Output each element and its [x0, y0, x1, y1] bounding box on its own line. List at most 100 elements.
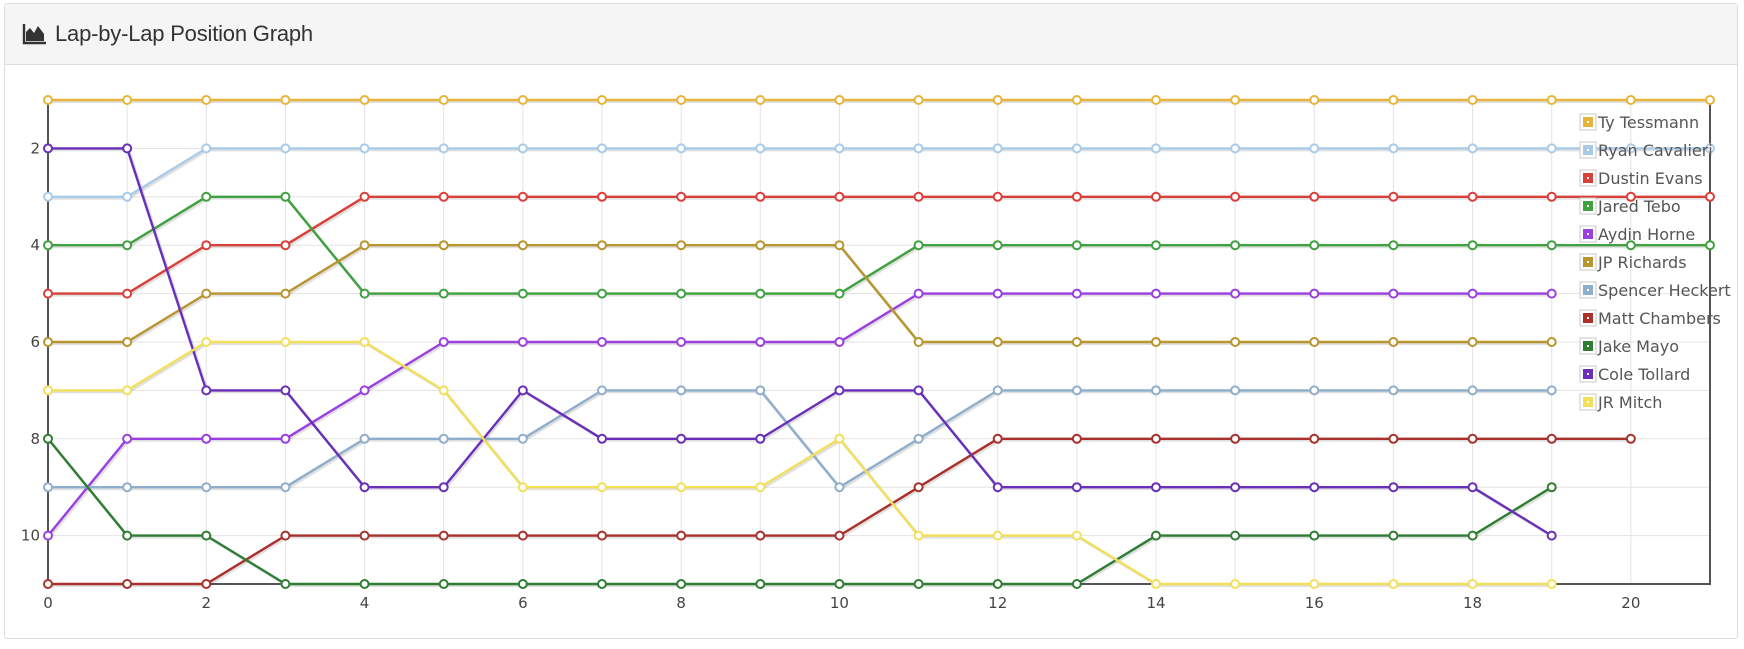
data-point [1546, 579, 1557, 589]
data-point [201, 385, 212, 396]
data-point [755, 433, 766, 444]
series-shadow [49, 196, 1712, 297]
data-point [1309, 337, 1320, 347]
data-point [359, 530, 370, 541]
data-point [597, 579, 607, 589]
data-point [597, 240, 607, 251]
data-point [1467, 191, 1478, 202]
data-point [1151, 143, 1161, 154]
series-shadow [49, 148, 1712, 200]
data-point [755, 530, 766, 541]
data-point [755, 337, 766, 347]
panel-title: Lap-by-Lap Position Graph [55, 21, 313, 46]
data-point [676, 385, 687, 396]
lap-position-panel: Lap-by-Lap Position Graph [4, 3, 1738, 639]
x-tick-label: 18 [1463, 594, 1482, 612]
data-point [1309, 385, 1320, 396]
legend-swatch-dot [1587, 261, 1589, 263]
data-point [1309, 191, 1320, 202]
data-point [438, 433, 449, 444]
data-point [122, 530, 133, 541]
data-point [122, 240, 133, 251]
legend-label: Matt Chambers [1598, 309, 1721, 328]
data-point [1625, 95, 1636, 105]
data-point [676, 143, 687, 154]
legend-label: Cole Tollard [1598, 365, 1690, 384]
data-point [43, 482, 53, 493]
data-point [43, 240, 53, 251]
data-point [517, 579, 528, 589]
legend-label: JP Richards [1597, 253, 1687, 272]
data-point [1546, 95, 1557, 105]
data-point [280, 530, 291, 541]
data-point [201, 337, 212, 347]
data-point [1546, 385, 1557, 396]
y-tick-label: 10 [21, 527, 40, 545]
data-point [201, 143, 212, 154]
data-point [43, 288, 53, 299]
data-point [676, 191, 687, 202]
data-point [834, 191, 845, 202]
legend-swatch-dot [1587, 401, 1589, 403]
data-point [597, 385, 607, 396]
data-point [517, 337, 528, 347]
data-point [597, 143, 607, 154]
data-point [597, 337, 607, 347]
data-point [1309, 433, 1320, 444]
data-point [992, 240, 1003, 251]
data-point [1230, 143, 1241, 154]
data-point [834, 240, 845, 251]
data-point [1309, 530, 1320, 541]
data-point [834, 143, 845, 154]
data-point [1546, 191, 1557, 202]
data-point [438, 191, 449, 202]
data-point [597, 482, 607, 493]
data-point [1151, 191, 1161, 202]
data-point [1230, 530, 1241, 541]
data-point [359, 191, 370, 202]
data-point [1230, 191, 1241, 202]
data-point [1151, 579, 1161, 589]
data-point [359, 433, 370, 444]
data-point [122, 482, 133, 493]
legend-label: Dustin Evans [1598, 169, 1703, 188]
data-point [1309, 95, 1320, 105]
data-point [1309, 288, 1320, 299]
legend-label: Jared Tebo [1597, 197, 1681, 216]
data-point [517, 482, 528, 493]
data-point [834, 288, 845, 299]
legend-swatch-dot [1587, 233, 1589, 235]
legend-label: Ryan Cavalieri [1598, 141, 1713, 160]
data-point [1230, 579, 1241, 589]
data-point [1388, 579, 1399, 589]
data-point [359, 143, 370, 154]
data-point [1467, 337, 1478, 347]
data-point [992, 530, 1003, 541]
data-point [676, 433, 687, 444]
data-point [1467, 530, 1478, 541]
data-point [280, 385, 291, 396]
data-point [1071, 337, 1082, 347]
data-point [676, 288, 687, 299]
data-point [992, 482, 1003, 493]
data-point [913, 337, 924, 347]
data-point [1388, 482, 1399, 493]
series-line [48, 147, 1710, 199]
data-point [280, 95, 291, 105]
data-point [1309, 579, 1320, 589]
data-point [834, 482, 845, 493]
data-point [280, 143, 291, 154]
data-point [913, 433, 924, 444]
data-point [517, 433, 528, 444]
data-point [1467, 288, 1478, 299]
data-point [913, 530, 924, 541]
y-tick-label: 4 [30, 236, 40, 254]
data-point [1071, 191, 1082, 202]
legend-label: Ty Tessmann [1597, 113, 1699, 132]
data-point [1071, 95, 1082, 105]
data-point [1546, 240, 1557, 251]
data-point [280, 482, 291, 493]
data-point [1309, 143, 1320, 154]
data-point [1388, 240, 1399, 251]
data-point [280, 191, 291, 202]
